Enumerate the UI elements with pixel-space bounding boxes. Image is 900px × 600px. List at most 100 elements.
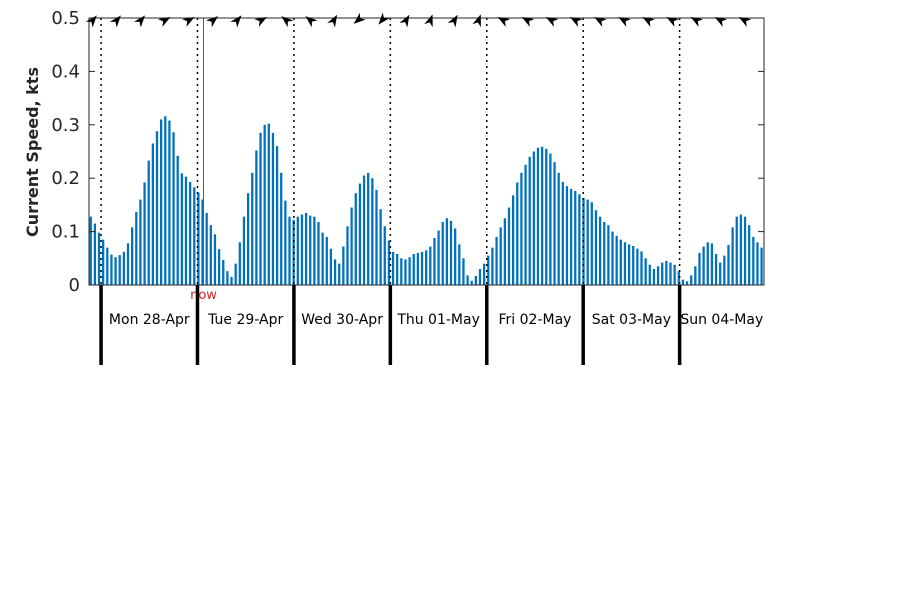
y-tick-label: 0.2 [51,168,80,189]
direction-arrow [594,17,607,27]
direction-arrow-head [254,17,267,27]
bar [110,254,113,285]
bar [520,172,523,285]
bar [698,252,701,285]
bar [350,207,353,285]
bar [507,207,511,285]
bar [690,275,693,285]
bar [586,199,589,285]
y-tick-label: 0 [69,275,80,296]
direction-arrow [545,17,559,27]
bar [673,264,676,285]
bar [449,220,453,285]
bar [400,258,403,285]
y-tick-label: 0.4 [51,61,80,82]
direction-arrow-head [353,12,366,24]
bar [524,164,527,285]
bar [193,187,196,285]
direction-arrow [738,17,752,27]
direction-arrow [690,17,704,27]
bar [557,172,560,285]
bar [748,225,751,285]
bar [135,211,138,285]
direction-arrow-head [569,17,583,27]
bar [313,216,316,285]
bar [271,132,275,285]
bar [598,216,602,285]
direction-arrow-head [666,17,680,27]
direction-arrow [327,14,338,28]
bar [615,235,618,285]
bar [354,193,357,285]
direction-arrow [472,14,481,28]
bar [284,200,287,285]
direction-arrow-head [85,15,97,28]
bar [470,280,473,285]
bar [222,259,225,285]
direction-arrow [666,17,680,27]
bar [346,226,349,285]
direction-arrow [206,16,219,28]
bar [387,240,391,285]
direction-arrow-head [109,15,121,28]
bar [677,271,680,285]
bar [669,262,672,285]
bar [714,254,718,285]
bar [429,246,432,285]
day-gridlines [100,18,681,285]
bar [710,243,714,285]
bar [549,153,552,285]
bar [309,215,312,285]
bar [280,172,283,285]
bar [632,246,635,285]
bar [143,182,146,285]
bar [574,191,577,285]
bar [416,252,420,285]
bar [333,259,337,285]
direction-arrow-head [690,17,704,27]
bar [106,247,109,285]
bar [420,251,424,285]
direction-arrows [85,12,752,28]
direction-arrow [521,17,535,27]
bar [168,120,171,285]
bar [230,276,233,285]
plot-frame [88,17,765,286]
day-label: Sat 03-May [592,312,671,328]
bar [565,186,569,285]
day-label: Tue 29-Apr [207,312,283,328]
bar [321,232,324,285]
bar [466,275,469,285]
bar [594,210,598,285]
bar [706,242,709,285]
bar [503,218,506,285]
bar [536,147,540,285]
bar [102,239,105,285]
bar [404,259,407,285]
bar [528,156,531,285]
bar [727,244,730,285]
bar [478,268,482,285]
bar [603,221,606,285]
bar [611,231,614,285]
direction-arrow [497,17,511,27]
bar [752,236,755,285]
direction-arrow-head [305,16,318,28]
day-axis: Mon 28-Apr Tue 29-Apr Wed 30-Apr Thu 01-May… [99,285,763,365]
bar [147,160,150,285]
bar [569,188,573,285]
bar [532,151,535,285]
direction-arrow-head [545,17,559,27]
bar [760,247,763,285]
bar [201,199,204,285]
bar [561,181,564,285]
bar [238,242,241,285]
bar [391,251,395,285]
bar [184,176,188,285]
direction-arrow [353,12,366,24]
bar [636,248,639,285]
direction-arrow-head [521,17,535,27]
bar [694,266,697,285]
direction-arrow [281,16,294,28]
direction-arrow [181,17,195,27]
